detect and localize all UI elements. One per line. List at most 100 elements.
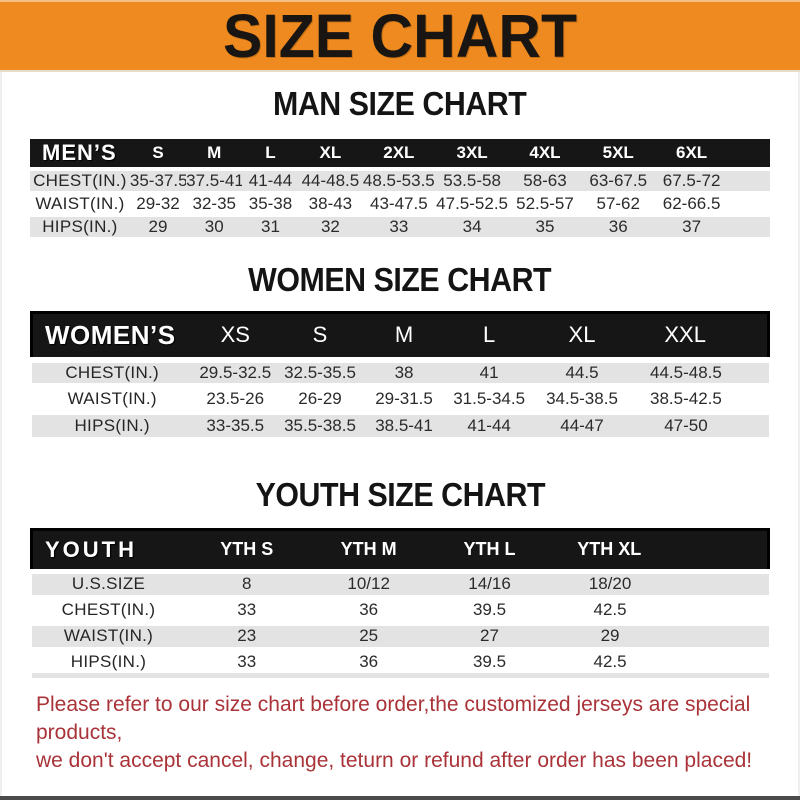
size-value: 41-44 <box>248 171 293 190</box>
size-value: 33-35.5 <box>206 415 265 435</box>
size-value: 44-47 <box>560 415 604 435</box>
men-row-waist-in.-: WAIST(IN.) 29-32 32-35 35-38 38-43 43-47.5 47.… <box>30 192 770 216</box>
row-label: CHEST(IN.) <box>61 600 156 619</box>
disclaimer-note: Please refer to our size chart before or… <box>0 691 800 775</box>
size-value: 41-44 <box>467 415 511 435</box>
row-label: HIPS(IN.) <box>74 415 150 435</box>
size-value: 32.5-35.5 <box>284 362 356 382</box>
size-value: 44-48.5 <box>301 171 360 190</box>
size-value: 33 <box>389 217 409 236</box>
youth-table-title: YOUTH <box>29 527 186 573</box>
size-value: 36 <box>359 652 379 671</box>
men-row-chest-in.-: CHEST(IN.) 35-37.5 37.5-41 41-44 44-48.5 48.5… <box>30 169 770 193</box>
size-value: 44.5 <box>565 362 599 382</box>
women-col-xxl: XXL <box>631 311 771 361</box>
women-row-hips-in.-: HIPS(IN.) 33-35.5 35.5-38.5 38.5-41 41-44 44-… <box>31 411 769 437</box>
size-value: 10/12 <box>347 574 390 593</box>
disclaimer-line-1: Please refer to our size chart before or… <box>36 692 751 744</box>
size-value: 25 <box>359 626 379 645</box>
size-value: 47.5-52.5 <box>436 194 509 213</box>
men-col-s: S <box>129 139 187 169</box>
row-label: U.S.SIZE <box>71 574 146 593</box>
women-col-s: S <box>277 311 363 361</box>
men-section-heading: MAN SIZE CHART <box>273 85 527 122</box>
youth-col-yth-xl: YTH XL <box>549 527 770 573</box>
size-value: 35.5-38.5 <box>284 415 356 435</box>
size-value: 39.5 <box>472 652 507 671</box>
disclaimer-line-2: we don't accept cancel, change, teturn o… <box>36 748 753 772</box>
size-value: 29-32 <box>136 194 180 213</box>
men-col-xl: XL <box>298 139 363 169</box>
size-value: 35 <box>535 217 555 236</box>
women-row-chest-in.-: CHEST(IN.) 29.5-32.5 32.5-35.5 38 41 44.5 44.5… <box>31 359 769 386</box>
size-value: 38-43 <box>308 194 353 213</box>
size-value: 67.5-72 <box>662 171 721 190</box>
row-label: CHEST(IN.) <box>33 171 127 190</box>
size-value: 47-50 <box>664 415 708 435</box>
youth-col-yth-m: YTH M <box>307 527 430 573</box>
size-value: 36 <box>359 600 379 619</box>
size-value: 33 <box>237 652 257 671</box>
size-value: 26-29 <box>298 388 342 408</box>
youth-col-yth-l: YTH L <box>429 527 550 573</box>
size-value: 30 <box>204 217 224 236</box>
men-col-m: M <box>186 139 243 169</box>
women-table-title: WOMEN’S <box>29 311 193 361</box>
youth-row-hips-in.-: HIPS(IN.) 33 36 39.5 42.5 <box>31 649 769 675</box>
youth-col-yth-s: YTH S <box>185 527 308 573</box>
women-row-waist-in.-: WAIST(IN.) 23.5-26 26-29 29-31.5 31.5-34.5 34… <box>31 385 769 412</box>
size-value: 35-38 <box>248 194 293 213</box>
size-value: 44.5-48.5 <box>650 362 722 382</box>
women-col-xl: XL <box>532 311 632 361</box>
size-value: 32 <box>320 217 340 236</box>
men-col-l: L <box>242 139 299 169</box>
size-value: 53.5-58 <box>443 171 501 190</box>
women-size-table: WOMEN’S XS S M L XL XXL CHEST(IN.) 29.5-32.5 32.5… <box>29 311 771 437</box>
size-value: 36 <box>608 217 628 236</box>
youth-row-waist-in.-: WAIST(IN.) 23 25 27 29 <box>31 623 769 649</box>
bottom-edge-strip <box>0 796 800 800</box>
size-value: 29 <box>600 626 620 645</box>
size-value: 38.5-42.5 <box>650 388 722 408</box>
men-col-2xl: 2XL <box>362 139 436 169</box>
size-value: 27 <box>480 626 499 645</box>
size-value: 63-67.5 <box>589 171 648 190</box>
size-value: 39.5 <box>472 600 507 619</box>
size-value: 23 <box>237 626 257 645</box>
size-value: 62-66.5 <box>662 194 721 213</box>
size-value: 31.5-34.5 <box>453 388 526 408</box>
men-row-hips-in.-: HIPS(IN.) 29 30 31 32 33 34 35 36 37 <box>30 215 770 237</box>
size-value: 38.5-41 <box>375 415 433 435</box>
size-value: 29-31.5 <box>375 388 433 408</box>
men-table-title: MEN’S <box>30 139 130 169</box>
size-value: 48.5-53.5 <box>362 171 435 190</box>
size-value: 29.5-32.5 <box>199 362 272 382</box>
size-value: 33 <box>237 600 257 619</box>
women-col-l: L <box>445 311 533 361</box>
women-header-row: WOMEN’S XS S M L XL XXL <box>29 311 771 361</box>
youth-section-heading: YOUTH SIZE CHART <box>255 475 545 513</box>
size-value: 38 <box>394 362 414 382</box>
size-value: 58-63 <box>523 171 567 190</box>
size-value: 52.5-57 <box>516 194 574 213</box>
size-value: 34 <box>462 217 482 236</box>
row-label: WAIST(IN.) <box>67 388 157 408</box>
title-banner: SIZE CHART <box>0 0 800 72</box>
row-label: CHEST(IN.) <box>65 362 160 382</box>
size-value: 23.5-26 <box>206 388 265 408</box>
row-label: HIPS(IN.) <box>70 652 147 671</box>
size-value: 42.5 <box>593 600 627 619</box>
row-label: HIPS(IN.) <box>42 217 118 236</box>
row-label: WAIST(IN.) <box>63 626 154 645</box>
size-value: 35-37.5 <box>129 171 187 190</box>
women-col-m: M <box>362 311 446 361</box>
men-col-4xl: 4XL <box>508 139 582 169</box>
page-title: SIZE CHART <box>223 1 577 70</box>
row-label: WAIST(IN.) <box>35 194 125 213</box>
size-value: 29 <box>148 217 168 236</box>
size-value: 8 <box>241 574 252 593</box>
men-size-table: MEN’S S M L XL 2XL 3XL 4XL 5XL 6XL CHEST(IN.) 35-37… <box>30 139 770 237</box>
size-value: 57-62 <box>596 194 640 213</box>
youth-row-chest-in.-: CHEST(IN.) 33 36 39.5 42.5 <box>31 597 769 623</box>
